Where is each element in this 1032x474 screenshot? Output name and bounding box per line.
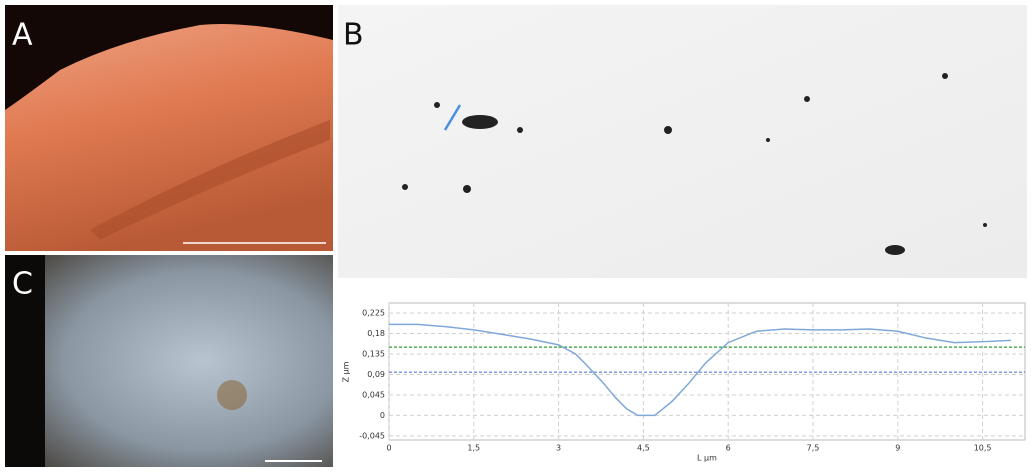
y-tick-label: -0,045: [359, 431, 385, 440]
panel-label: A: [12, 18, 33, 53]
x-tick-label: 10,5: [974, 444, 992, 453]
micrograph-b: [338, 5, 1027, 278]
micrograph-c: [5, 255, 333, 467]
panel-label: C: [12, 267, 33, 302]
y-axis-label: Z µm: [342, 361, 351, 382]
panel-a: A: [5, 5, 333, 251]
profile-chart: L µm Z µm -0,04500,0450,090,1350,180,225…: [342, 303, 1026, 463]
x-axis-label: L µm: [697, 454, 717, 463]
x-tick-label: 7,5: [807, 444, 820, 453]
plot-frame: [389, 303, 1025, 440]
figure: A B C L µm Z µm -0,04500,0450,090,1350,1…: [0, 0, 1032, 470]
y-tick-label: 0,225: [362, 309, 385, 318]
x-tick-label: 1,5: [467, 444, 480, 453]
x-tick-label: 9: [895, 444, 900, 453]
y-tick-label: 0,135: [362, 349, 385, 358]
y-tick-label: 0,18: [367, 329, 385, 338]
x-tick-label: 4,5: [637, 444, 650, 453]
y-tick-label: 0: [380, 411, 385, 420]
panel-b: B: [338, 5, 1027, 278]
page: A B C L µm Z µm -0,04500,0450,090,1350,1…: [0, 0, 1032, 470]
panel-c: C: [5, 255, 333, 467]
spot: [217, 380, 247, 410]
y-tick-label: 0,09: [367, 370, 385, 379]
x-tick-label: 6: [726, 444, 731, 453]
x-tick-label: 0: [386, 444, 391, 453]
x-tick-label: 3: [556, 444, 561, 453]
y-tick-label: 0,045: [362, 390, 385, 399]
panel-label: B: [343, 18, 364, 53]
